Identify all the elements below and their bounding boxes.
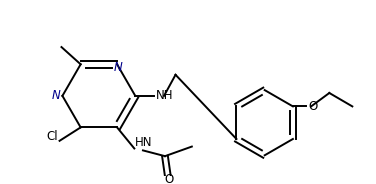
- Text: N: N: [52, 89, 61, 102]
- Text: N: N: [114, 61, 123, 75]
- Text: NH: NH: [155, 89, 173, 102]
- Text: Cl: Cl: [46, 130, 58, 143]
- Text: HN: HN: [135, 137, 153, 149]
- Text: O: O: [308, 100, 317, 113]
- Text: O: O: [164, 173, 173, 184]
